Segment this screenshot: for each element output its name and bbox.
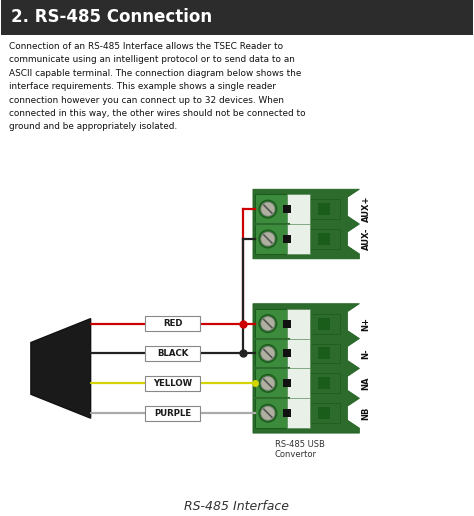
- Circle shape: [259, 375, 277, 392]
- Circle shape: [261, 232, 275, 246]
- Text: N-: N-: [362, 348, 371, 359]
- Bar: [310, 199, 339, 219]
- Bar: [287, 309, 310, 428]
- Bar: [146, 316, 200, 331]
- Bar: [146, 376, 200, 391]
- Bar: [310, 374, 339, 393]
- Text: ground and be appropriately isolated.: ground and be appropriately isolated.: [9, 122, 177, 132]
- Text: PURPLE: PURPLE: [154, 409, 191, 418]
- Bar: [310, 229, 339, 249]
- Bar: [310, 404, 339, 423]
- Bar: [287, 194, 310, 254]
- Text: interface requirements. This example shows a single reader: interface requirements. This example sho…: [9, 82, 276, 91]
- Text: RS-485 USB
Convertor: RS-485 USB Convertor: [275, 440, 325, 460]
- Bar: [255, 309, 289, 428]
- Text: AUX-: AUX-: [362, 228, 371, 250]
- Polygon shape: [31, 318, 91, 418]
- Circle shape: [259, 404, 277, 422]
- Polygon shape: [253, 189, 359, 259]
- Bar: [1, 0, 473, 35]
- Bar: [283, 319, 291, 328]
- Polygon shape: [253, 304, 359, 433]
- Circle shape: [261, 317, 275, 331]
- Bar: [318, 407, 329, 419]
- Bar: [255, 194, 289, 254]
- Bar: [318, 233, 329, 245]
- Circle shape: [259, 345, 277, 362]
- Circle shape: [261, 202, 275, 216]
- Bar: [318, 203, 329, 215]
- Bar: [283, 409, 291, 417]
- Text: ASCII capable terminal. The connection diagram below shows the: ASCII capable terminal. The connection d…: [9, 69, 301, 78]
- Bar: [318, 377, 329, 389]
- Circle shape: [261, 347, 275, 361]
- Circle shape: [259, 315, 277, 333]
- Text: BLACK: BLACK: [157, 349, 189, 358]
- Text: connection however you can connect up to 32 devices. When: connection however you can connect up to…: [9, 95, 284, 105]
- Bar: [283, 235, 291, 243]
- Text: NB: NB: [362, 407, 371, 420]
- Bar: [283, 205, 291, 213]
- Bar: [310, 314, 339, 333]
- Text: YELLOW: YELLOW: [153, 379, 192, 388]
- Bar: [283, 379, 291, 388]
- Text: connected in this way, the other wires should not be connected to: connected in this way, the other wires s…: [9, 109, 306, 118]
- Text: RED: RED: [163, 319, 182, 328]
- Circle shape: [259, 230, 277, 248]
- Text: AUX+: AUX+: [362, 196, 371, 222]
- Text: communicate using an intelligent protocol or to send data to an: communicate using an intelligent protoco…: [9, 55, 295, 64]
- Text: NA: NA: [362, 377, 371, 390]
- Bar: [283, 349, 291, 358]
- Text: N+: N+: [362, 317, 371, 331]
- Text: 2. RS-485 Connection: 2. RS-485 Connection: [11, 8, 212, 26]
- Bar: [146, 346, 200, 361]
- Circle shape: [261, 376, 275, 390]
- Bar: [310, 344, 339, 363]
- Bar: [318, 318, 329, 330]
- Circle shape: [259, 200, 277, 218]
- Circle shape: [261, 406, 275, 420]
- Bar: [146, 406, 200, 421]
- Text: RS-485 Interface: RS-485 Interface: [184, 500, 290, 513]
- Text: Connection of an RS-485 Interface allows the TSEC Reader to: Connection of an RS-485 Interface allows…: [9, 42, 283, 51]
- Bar: [318, 347, 329, 360]
